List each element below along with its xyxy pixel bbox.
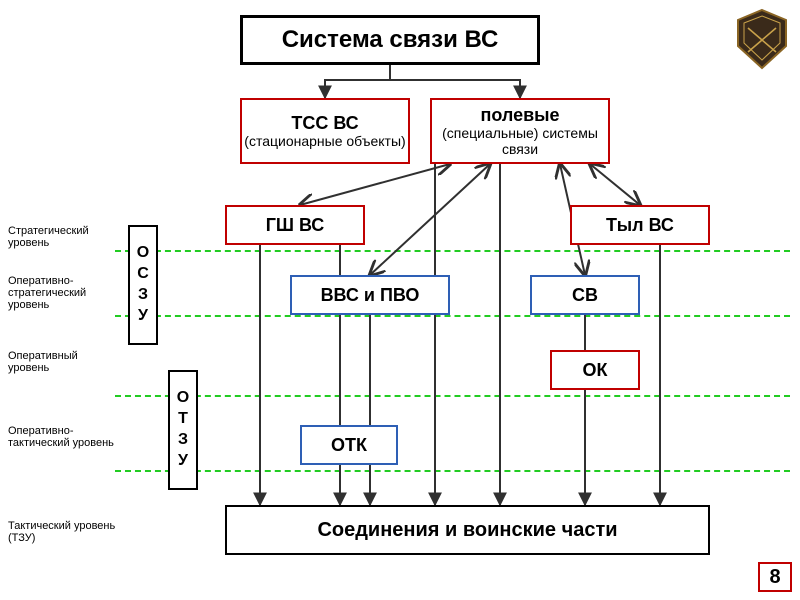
node-ok: ОК	[550, 350, 640, 390]
level-label-tactical: Тактический уровень (ТЗУ)	[8, 520, 118, 544]
node-tyl: Тыл ВС	[570, 205, 710, 245]
level-label-strategic: Стратегический уровень	[8, 225, 118, 249]
emblem-icon	[734, 8, 790, 70]
level-label-op-strategic: Оперативно-стратегический уровень	[8, 275, 118, 311]
node-field-title: полевые	[480, 105, 559, 126]
node-title: Система связи ВС	[240, 15, 540, 65]
level-divider	[115, 250, 790, 252]
node-tcc: ТСС ВС (стационарные объекты)	[240, 98, 410, 164]
level-label-op-tactical: Оперативно-тактический уровень	[8, 425, 118, 449]
node-otk: ОТК	[300, 425, 398, 465]
node-field: полевые (специальные) системы связи	[430, 98, 610, 164]
node-tcc-title: ТСС ВС	[291, 113, 358, 134]
node-vvs: ВВС и ПВО	[290, 275, 450, 315]
vertical-label-otzu: ОТ ЗУ	[168, 370, 198, 490]
node-bottom: Соединения и воинские части	[225, 505, 710, 555]
level-divider	[115, 470, 790, 472]
level-divider	[115, 315, 790, 317]
node-field-sub: (специальные) системы связи	[432, 125, 608, 157]
node-sv: СВ	[530, 275, 640, 315]
node-gsh: ГШ ВС	[225, 205, 365, 245]
vertical-label-oszu: ОС ЗУ	[128, 225, 158, 345]
node-tcc-sub: (стационарные объекты)	[244, 133, 405, 149]
page-number: 8	[758, 562, 792, 592]
level-label-operational: Оперативный уровень	[8, 350, 118, 374]
level-divider	[115, 395, 790, 397]
